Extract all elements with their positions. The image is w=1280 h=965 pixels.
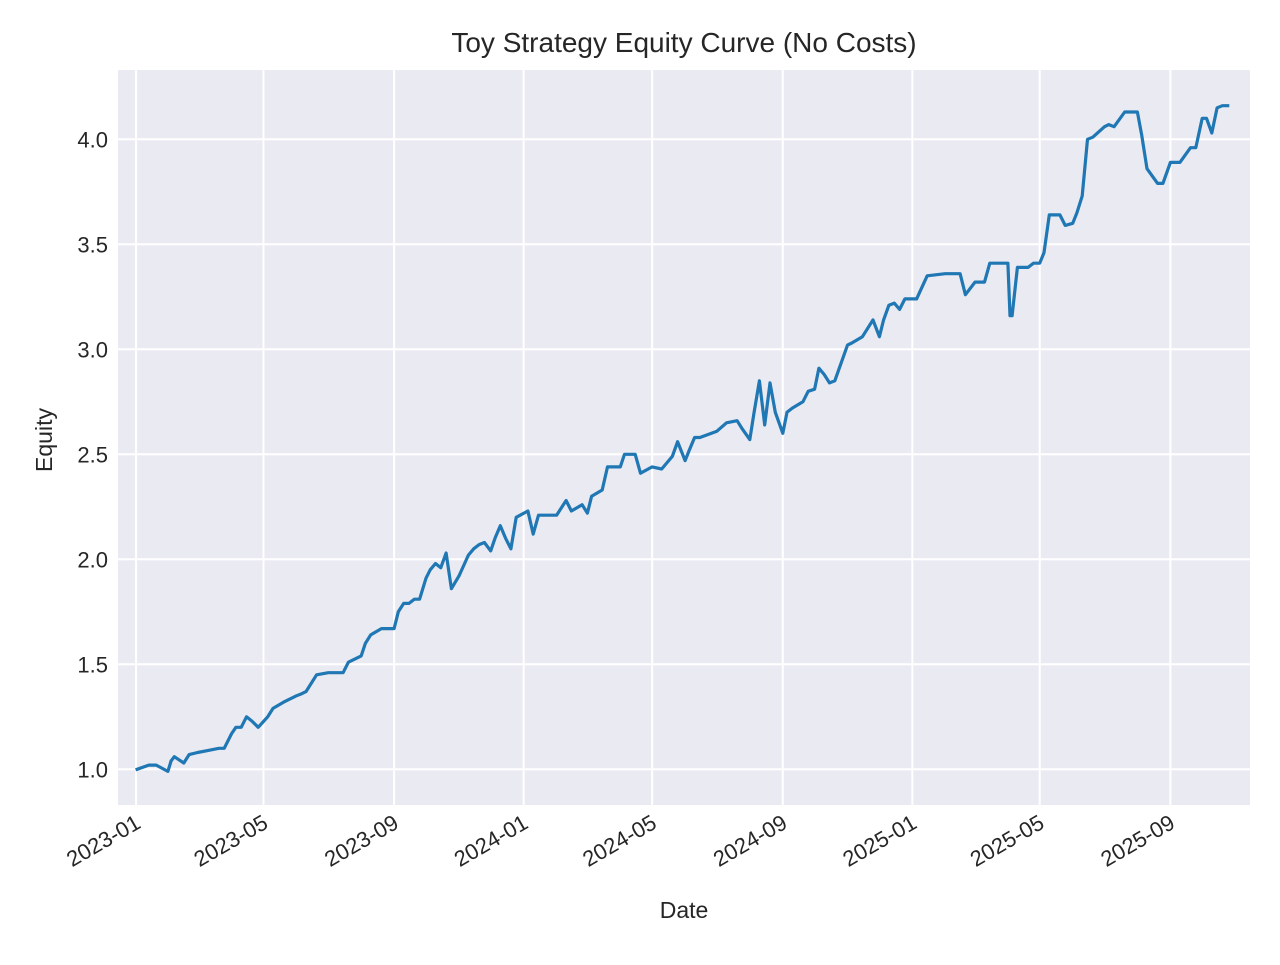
- x-tick-label: 2023-01: [62, 810, 144, 872]
- chart-title: Toy Strategy Equity Curve (No Costs): [451, 27, 916, 58]
- plot-area: [118, 70, 1250, 805]
- x-tick-label: 2025-09: [1096, 810, 1178, 872]
- y-axis-title: Equity: [31, 408, 57, 472]
- x-tick-label: 2024-01: [450, 810, 532, 872]
- x-tick-label: 2025-05: [966, 810, 1048, 872]
- x-tick-label: 2025-01: [838, 810, 920, 872]
- y-tick-label: 2.0: [77, 547, 108, 572]
- x-tick-label: 2024-09: [709, 810, 791, 872]
- x-tick-label: 2024-05: [578, 810, 660, 872]
- y-tick-label: 2.5: [77, 442, 108, 467]
- series-layer: [135, 104, 1230, 773]
- grid-lines: [118, 70, 1250, 805]
- x-tick-label: 2023-09: [320, 810, 402, 872]
- y-tick-labels: 1.0 1.5 2.0 2.5 3.0 3.5 4.0: [77, 127, 108, 782]
- y-tick-label: 3.5: [77, 232, 108, 257]
- y-tick-label: 1.5: [77, 652, 108, 677]
- x-axis-title: Date: [660, 897, 709, 923]
- y-tick-label: 1.0: [77, 757, 108, 782]
- x-tick-labels: 2023-01 2023-05 2023-09 2024-01 2024-05 2024-…: [62, 810, 1179, 872]
- equity-series-line: [135, 104, 1230, 773]
- y-tick-label: 4.0: [77, 127, 108, 152]
- y-tick-label: 3.0: [77, 337, 108, 362]
- x-tick-label: 2023-05: [190, 810, 272, 872]
